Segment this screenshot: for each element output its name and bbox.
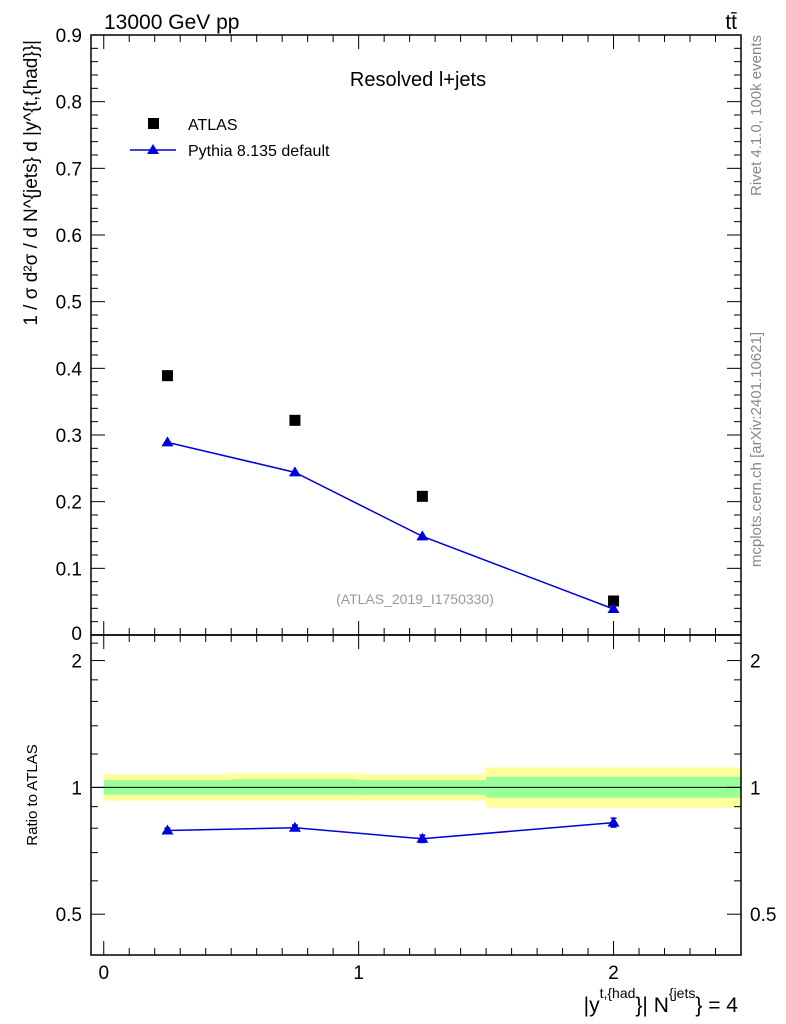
ratio-y-axis-label: Ratio to ATLAS	[24, 744, 41, 845]
process-label: tt̄	[725, 11, 737, 34]
pythia-point	[607, 603, 620, 613]
main-axis-ticks	[91, 34, 742, 636]
atlas-point	[608, 595, 620, 607]
ratio-pythia-point	[416, 832, 429, 843]
ratio-x-tick-label: 0	[98, 963, 109, 984]
main-y-tick-label-zero: 0	[71, 624, 82, 645]
atlas-point	[289, 414, 301, 426]
main-y-tick-label: 0.3	[56, 426, 82, 447]
main-y-tick-label: 0.9	[56, 26, 82, 47]
pythia-point	[288, 466, 301, 477]
ratio-x-tick-labels: 0 1 2	[98, 963, 618, 984]
legend-pythia-label: Pythia 8.135 default	[188, 143, 330, 160]
ratio-x-tick-label: 1	[353, 963, 364, 984]
plot-title: Resolved l+jets	[350, 69, 486, 91]
ratio-pythia-point	[288, 821, 301, 832]
legend: ATLAS Pythia 8.135 default	[130, 117, 330, 160]
ratio-y-tick-labels: 0.5 0.5 1 1 2 2	[56, 652, 777, 927]
x-axis-label: |yt,{had}| N{jets} = 4	[584, 985, 739, 1017]
legend-atlas-label: ATLAS	[188, 117, 238, 134]
legend-pythia-marker	[147, 144, 159, 154]
ratio-y-tick-label-left: 0.5	[56, 905, 82, 926]
main-y-tick-label: 0.4	[56, 359, 83, 380]
ratio-x-tick-label: 2	[608, 963, 619, 984]
ratio-y-tick-label-left: 2	[71, 652, 82, 673]
pythia-line	[167, 441, 614, 610]
ratio-pythia-line	[167, 821, 614, 840]
atlas-point	[161, 370, 173, 382]
atlas-point	[416, 490, 428, 502]
ratio-y-tick-label-right: 2	[750, 652, 761, 673]
pythia-point	[416, 530, 429, 541]
main-y-tick-label: 0.2	[56, 493, 82, 514]
ratio-series-layer	[161, 816, 620, 844]
rivet-label: Rivet 4.1.0, 100k events	[748, 35, 765, 196]
main-y-tick-label: 0.8	[56, 93, 82, 114]
ratio-axis-ticks	[91, 635, 742, 956]
ratio-y-tick-label-right: 1	[750, 778, 761, 799]
ratio-y-tick-label-right: 0.5	[750, 905, 776, 926]
energy-label: 13000 GeV pp	[104, 11, 239, 34]
main-y-axis-label: 1 / σ d²σ / d N^{jets} d |y^{t,{had}}|	[21, 40, 42, 326]
analysis-label: (ATLAS_2019_I1750330)	[336, 591, 494, 607]
ratio-panel-frame	[90, 634, 742, 956]
main-y-tick-label: 0.6	[56, 226, 82, 247]
pythia-point	[161, 436, 174, 447]
mcplots-label: mcplots.cern.ch [arXiv:2401.10621]	[748, 332, 765, 567]
main-series-layer	[161, 370, 620, 613]
ratio-pythia-point	[161, 824, 174, 835]
main-y-tick-label: 0.5	[56, 293, 82, 314]
main-y-tick-labels: 0.1 0.2 0.3 0.4 0.5 0.6 0.7 0.8 0.9 0	[56, 26, 83, 645]
ratio-y-tick-label-left: 1	[71, 778, 82, 799]
main-y-tick-label: 0.7	[56, 159, 82, 180]
legend-atlas-marker	[148, 118, 159, 129]
ratio-pythia-point	[607, 816, 620, 827]
main-y-tick-label: 0.1	[56, 559, 82, 580]
